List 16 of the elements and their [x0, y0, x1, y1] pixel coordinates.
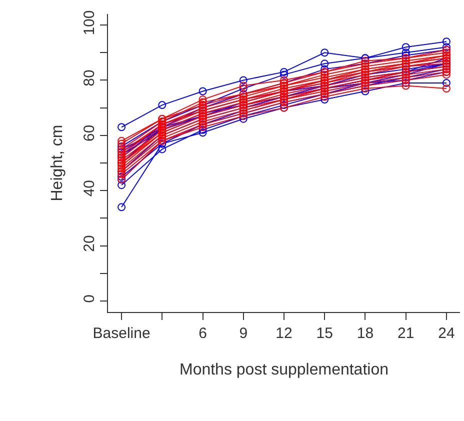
x-tick-label: 9 [239, 325, 248, 342]
y-tick-label: 60 [81, 124, 98, 142]
y-axis-title: Height, cm [48, 124, 66, 202]
x-tick-label: 12 [276, 325, 292, 342]
x-tick-label: 21 [398, 325, 414, 342]
y-tick-label: 20 [81, 235, 98, 252]
x-axis-title: Months post supplementation [179, 362, 389, 379]
y-tick-label: 0 [81, 294, 98, 303]
x-tick-label: 18 [356, 325, 374, 342]
x-tick-label: 6 [198, 325, 207, 342]
y-tick-label: 40 [81, 180, 98, 197]
y-tick-label: 80 [81, 70, 98, 86]
x-tick-label: 24 [438, 325, 455, 342]
x-tick-label: Baseline [92, 325, 150, 342]
x-tick-label: 15 [316, 325, 333, 342]
y-tick-label: 100 [81, 10, 98, 36]
